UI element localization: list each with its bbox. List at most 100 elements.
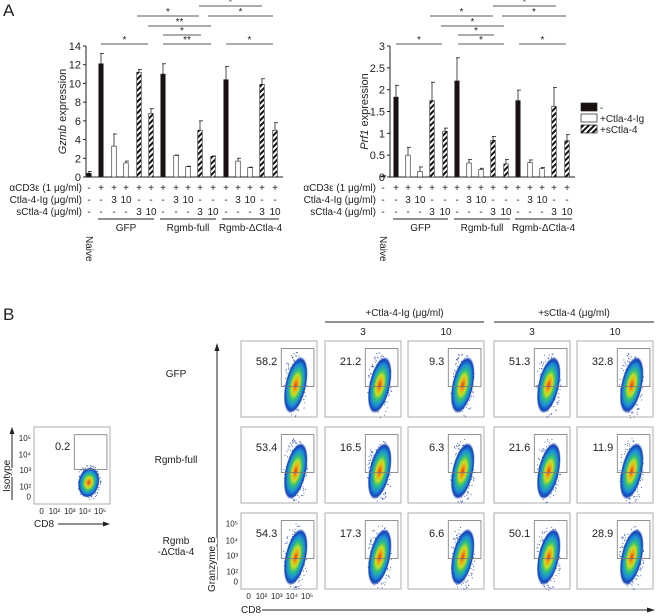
event-dot [638,494,640,496]
event-dot [371,543,373,545]
treatment-mark: - [149,195,152,206]
treatment-mark: + [173,183,179,194]
event-dot [298,525,300,527]
event-dot [292,356,294,358]
x-tick-label: 10⁴ [79,507,92,516]
treatment-mark: + [272,183,278,194]
gate-percentage: 21.6 [509,442,530,454]
event-dot [544,441,546,443]
event-dot [286,369,288,371]
event-dot [631,528,633,530]
event-dot [462,501,464,503]
event-dot [458,448,460,450]
event-dot [549,496,551,498]
treatment-mark: - [394,195,397,206]
event-dot [456,358,458,360]
treatment-mark: - [99,207,102,218]
event-dot [289,586,291,588]
event-dot [467,497,469,499]
treatment-mark: - [87,195,90,206]
event-dot [636,413,638,415]
y-tick-label: 0 [75,172,81,184]
event-dot [375,361,377,363]
event-dot [473,566,475,568]
event-dot [89,464,91,466]
event-dot [295,443,297,445]
treatment-mark: 10 [500,207,512,218]
bar-sctla4-3 [197,129,203,178]
event-dot [292,441,294,443]
event-dot [457,354,459,356]
y-axis-label: Prf1 expression [359,73,371,149]
event-dot [557,484,559,486]
event-dot [468,574,470,576]
event-dot [300,584,302,586]
gate-box [447,434,482,474]
gate-percentage: 9.3 [429,356,444,368]
event-dot [619,551,621,553]
treatment-mark: - [248,207,251,218]
event-dot [545,588,547,590]
event-dot [372,366,374,368]
event-dot [293,441,295,443]
bar-sctla4-3 [551,105,557,178]
density-blob [367,528,392,586]
treatment-mark: + [442,183,448,194]
significance-star: ** [176,17,184,28]
event-dot [637,584,639,586]
event-dot [541,531,543,533]
event-dot [467,579,469,581]
event-dot [621,545,623,547]
event-dot [303,492,305,494]
event-dot [559,568,561,570]
event-dot [456,537,458,539]
event-dot [457,356,459,358]
event-dot [628,501,630,503]
event-dot [469,398,471,400]
significance-star: * [248,35,252,46]
event-dot [452,373,454,375]
event-dot [629,502,631,504]
event-dot [296,442,298,444]
event-dot [549,414,551,416]
event-dot [455,452,457,454]
event-dot [624,361,626,363]
arrow-head-icon [214,343,220,351]
event-dot [636,496,638,498]
event-dot [560,379,562,381]
event-dot [627,445,629,447]
event-dot [636,578,638,580]
treatment-mark: + [478,183,484,194]
event-dot [551,413,553,415]
legend-item: +Ctla-4-Ig [580,113,644,125]
event-dot [368,368,370,370]
treatment-mark: - [87,207,90,218]
x-tick-label: 0 [39,507,44,516]
event-dot [627,443,629,445]
event-dot [540,368,542,370]
event-dot [459,441,461,443]
significance-star: * [471,17,475,28]
event-dot [98,486,100,488]
treatment-mark: - [455,195,458,206]
density-blob [450,528,475,586]
y-axis-label-gene: Gzmb [57,125,69,154]
event-dot [470,494,472,496]
y-tick-label: 0.5 [370,150,385,162]
treatment-mark: + [490,183,496,194]
event-dot [306,468,308,470]
event-dot [546,439,548,441]
event-dot [538,536,540,538]
event-dot [461,584,463,586]
event-dot [619,554,621,556]
treatment-mark: - [161,195,164,206]
bar-control [393,96,399,178]
event-dot [466,587,468,589]
event-dot [287,448,289,450]
row-label: GFP [166,369,187,380]
event-dot [453,375,455,377]
event-dot [620,454,622,456]
event-dot [292,442,294,444]
treatment-mark: 3 [235,195,241,206]
event-dot [625,448,627,450]
